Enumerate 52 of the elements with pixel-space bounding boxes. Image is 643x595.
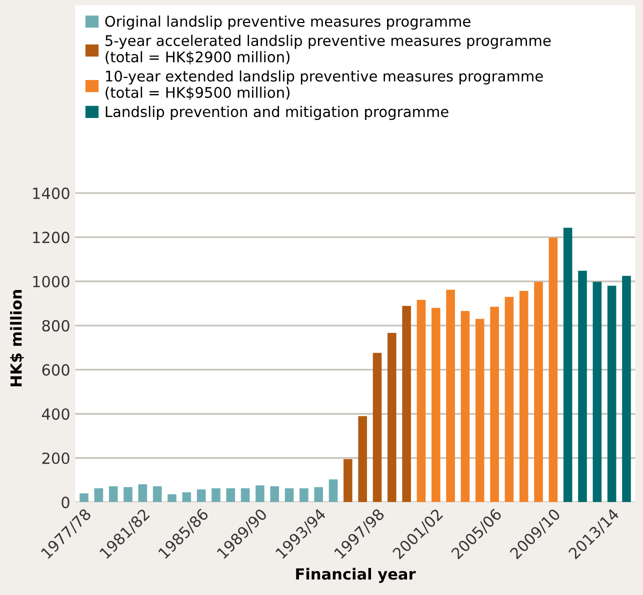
y-tick-label: 0 xyxy=(62,496,70,508)
bar xyxy=(168,494,176,502)
bar xyxy=(475,318,484,502)
legend-label: 10-year extended landslip preventive measures programme (total = HK$9500 million) xyxy=(106,70,543,100)
bar xyxy=(300,488,308,502)
bar xyxy=(80,493,88,502)
bar xyxy=(256,485,264,502)
x-axis-title: Financial year xyxy=(296,568,416,583)
y-tick-label: 1200 xyxy=(33,232,70,244)
bar xyxy=(504,296,514,502)
bar xyxy=(548,238,558,502)
bar xyxy=(270,486,280,502)
legend-label: 5-year accelerated landslip preventive measures programme (total = HK$2900 million) xyxy=(106,34,551,64)
bar xyxy=(152,486,162,502)
legend-label: Original landslip preventive measures programme xyxy=(105,16,470,30)
bar xyxy=(460,310,470,502)
bar xyxy=(578,270,587,502)
bar xyxy=(372,352,382,502)
y-tick-label: 400 xyxy=(42,408,70,420)
bar xyxy=(108,486,118,502)
bar xyxy=(402,306,411,502)
bar xyxy=(446,290,455,502)
bar xyxy=(212,488,220,502)
bar xyxy=(182,492,192,502)
bar xyxy=(196,489,206,502)
y-axis-title: HK$ million xyxy=(10,290,24,386)
bar xyxy=(240,488,250,502)
bar xyxy=(592,282,602,502)
y-tick-label: 1400 xyxy=(33,188,70,200)
bar xyxy=(416,300,426,502)
bar xyxy=(534,282,543,502)
bar xyxy=(490,306,499,502)
bar xyxy=(563,228,572,502)
bar xyxy=(344,459,352,502)
y-tick-label: 1000 xyxy=(33,276,70,288)
y-tick-label: 200 xyxy=(42,452,70,464)
bar xyxy=(94,488,104,502)
y-tick-label: 800 xyxy=(42,320,70,332)
bar xyxy=(431,308,440,502)
bar xyxy=(622,276,631,502)
bar xyxy=(314,487,324,502)
bar xyxy=(607,286,616,502)
bar xyxy=(138,484,148,502)
bar xyxy=(284,488,294,502)
bar xyxy=(328,479,338,502)
bar xyxy=(388,332,396,502)
bar xyxy=(358,416,367,502)
legend-label: Landslip prevention and mitigation programme xyxy=(106,106,448,120)
bar xyxy=(124,487,132,502)
bar xyxy=(519,290,528,502)
y-tick-label: 600 xyxy=(42,364,70,376)
bar xyxy=(226,488,236,502)
